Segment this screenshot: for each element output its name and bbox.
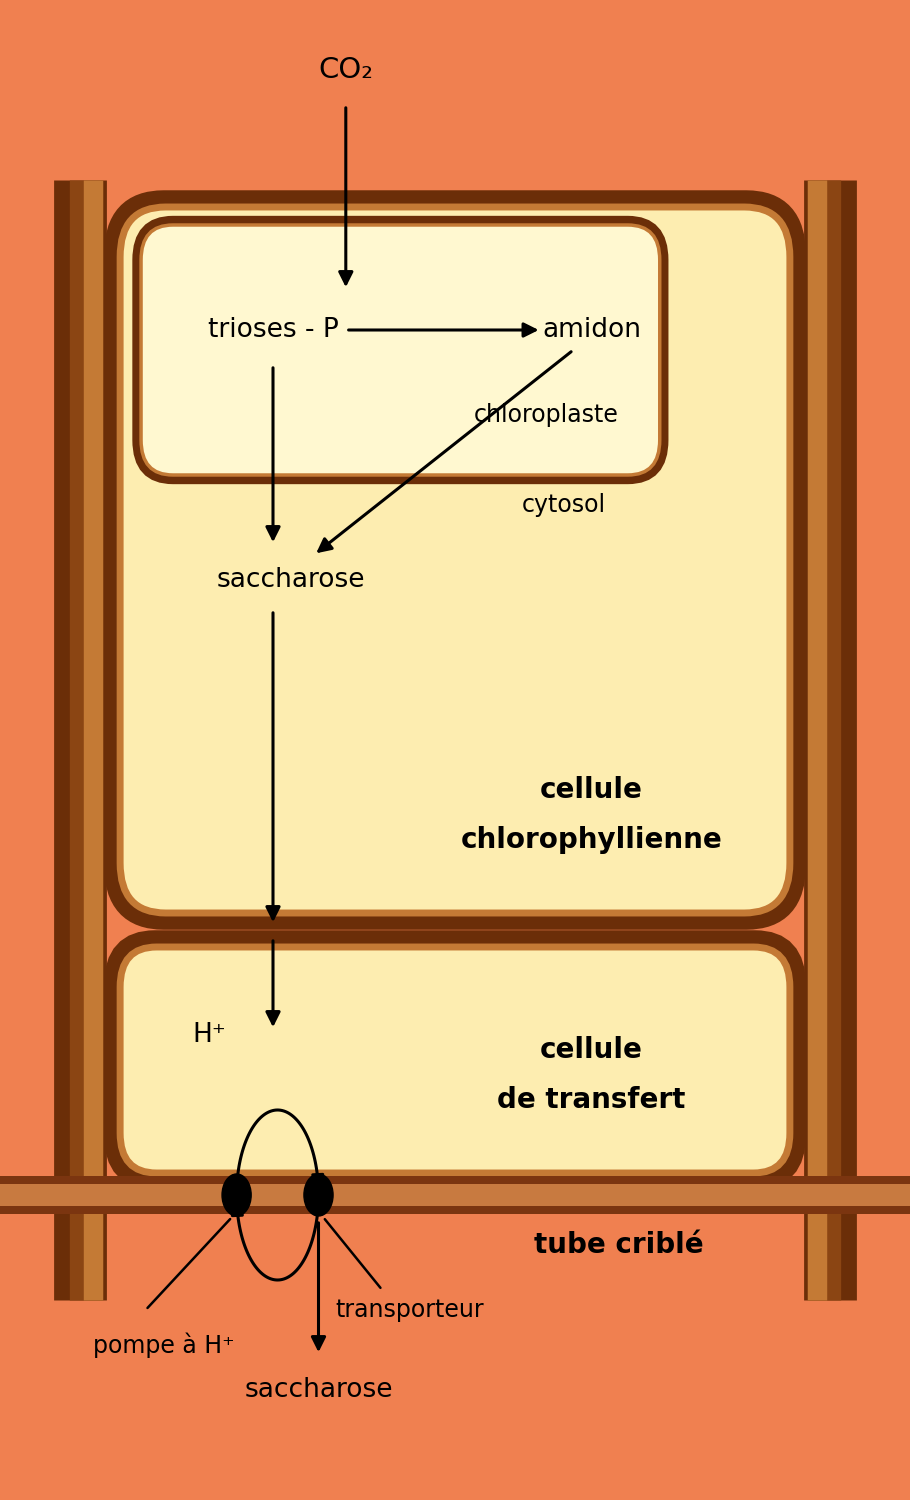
Text: CO₂: CO₂ xyxy=(318,56,373,84)
FancyBboxPatch shape xyxy=(120,946,790,1173)
Bar xyxy=(0,1184,910,1206)
Text: chlorophyllienne: chlorophyllienne xyxy=(460,827,723,854)
Text: saccharose: saccharose xyxy=(217,567,366,592)
Text: pompe à H⁺: pompe à H⁺ xyxy=(93,1332,235,1358)
Text: chloroplaste: chloroplaste xyxy=(473,404,619,427)
Text: de transfert: de transfert xyxy=(497,1086,686,1114)
FancyBboxPatch shape xyxy=(136,220,664,480)
Text: saccharose: saccharose xyxy=(244,1377,393,1402)
Text: cellule: cellule xyxy=(540,776,643,804)
FancyBboxPatch shape xyxy=(114,940,796,1180)
FancyBboxPatch shape xyxy=(141,225,660,476)
Ellipse shape xyxy=(304,1174,333,1216)
Text: amidon: amidon xyxy=(542,316,641,344)
FancyBboxPatch shape xyxy=(120,207,790,914)
Ellipse shape xyxy=(222,1174,251,1216)
Text: trioses - P: trioses - P xyxy=(207,316,339,344)
Text: transporteur: transporteur xyxy=(335,1298,484,1322)
Text: cellule: cellule xyxy=(540,1036,643,1064)
Bar xyxy=(0,1176,910,1214)
Text: H⁺: H⁺ xyxy=(192,1022,227,1048)
Text: cytosol: cytosol xyxy=(522,494,606,517)
FancyBboxPatch shape xyxy=(114,200,796,920)
Text: tube criblé: tube criblé xyxy=(534,1232,703,1258)
